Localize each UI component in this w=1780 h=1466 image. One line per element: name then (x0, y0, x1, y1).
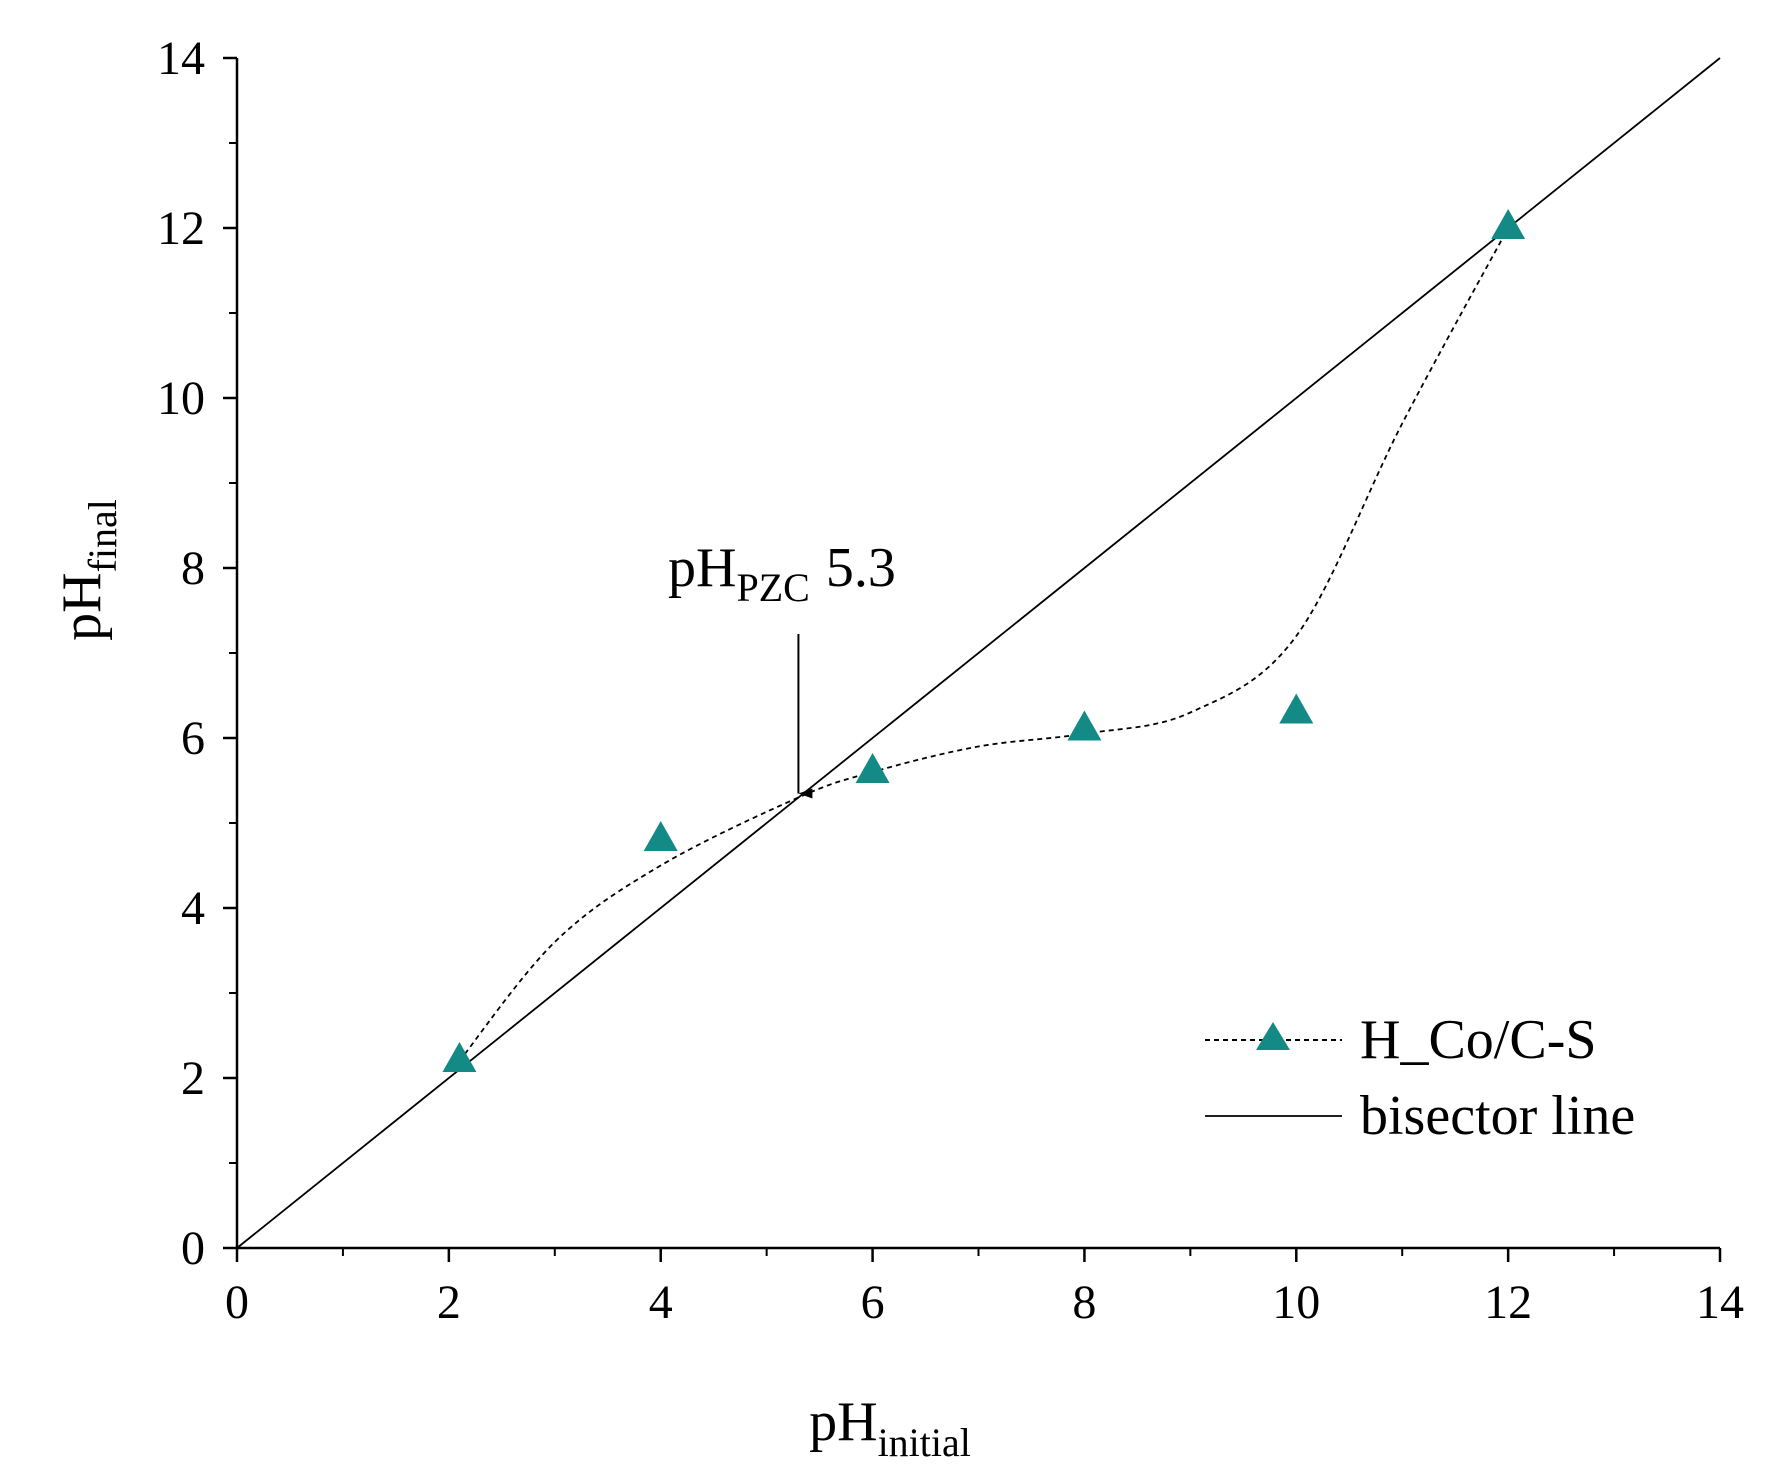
x-tick-label: 4 (649, 1276, 673, 1329)
h-co-c-s-point (855, 753, 890, 783)
x-tick-label: 0 (225, 1276, 249, 1329)
y-axis-title-main: pH (51, 572, 113, 640)
x-tick-label: 6 (861, 1276, 885, 1329)
x-axis-title: pHinitial (809, 1391, 971, 1465)
y-tick-label: 0 (181, 1222, 205, 1275)
legend-label-h-co-c-s: H_Co/C-S (1360, 1009, 1597, 1071)
h-co-c-s-series (442, 209, 1526, 1072)
legend: H_Co/C-S bisector line (1205, 1009, 1635, 1147)
x-axis-title-sub: initial (878, 1420, 971, 1465)
x-tick-label: 10 (1272, 1276, 1320, 1329)
pzc-annotation-main: pH (668, 537, 736, 599)
y-tick-label: 6 (181, 712, 205, 765)
x-tick-label: 12 (1484, 1276, 1532, 1329)
pzc-annotation-label: pHPZC 5.3 (668, 537, 896, 610)
x-tick-label: 14 (1696, 1276, 1744, 1329)
pzc-annotation-value: 5.3 (826, 537, 896, 599)
pzc-annotation-sub: PZC (736, 565, 809, 610)
y-tick-label: 10 (157, 372, 205, 425)
x-tick-label: 2 (437, 1276, 461, 1329)
y-tick-label: 8 (181, 542, 205, 595)
y-ticks: 0 2 4 6 8 10 12 14 (157, 32, 237, 1275)
bisector-line (236, 57, 1721, 1249)
y-axis-title: pHfinal (51, 499, 125, 641)
pzc-annotation: pHPZC 5.3 (668, 537, 896, 799)
x-ticks: 0 2 4 6 8 10 12 14 (225, 1248, 1744, 1329)
bisector-series (236, 57, 1721, 1249)
h-co-c-s-curve (458, 227, 1509, 1062)
y-tick-label: 14 (157, 32, 205, 85)
y-tick-label: 4 (181, 882, 205, 935)
y-tick-label: 2 (181, 1052, 205, 1105)
y-axis-title-sub: final (80, 499, 125, 572)
h-co-c-s-point (1491, 209, 1526, 239)
y-tick-label: 12 (157, 202, 205, 255)
x-tick-label: 8 (1072, 1276, 1096, 1329)
h-co-c-s-point (643, 821, 678, 851)
legend-marker-h-co-c-s (1256, 1022, 1290, 1050)
h-co-c-s-point (1279, 693, 1314, 724)
x-axis-title-main: pH (809, 1391, 877, 1453)
h-co-c-s-point (442, 1042, 477, 1072)
h-co-c-s-point (1067, 710, 1102, 741)
legend-label-bisector: bisector line (1360, 1085, 1635, 1147)
